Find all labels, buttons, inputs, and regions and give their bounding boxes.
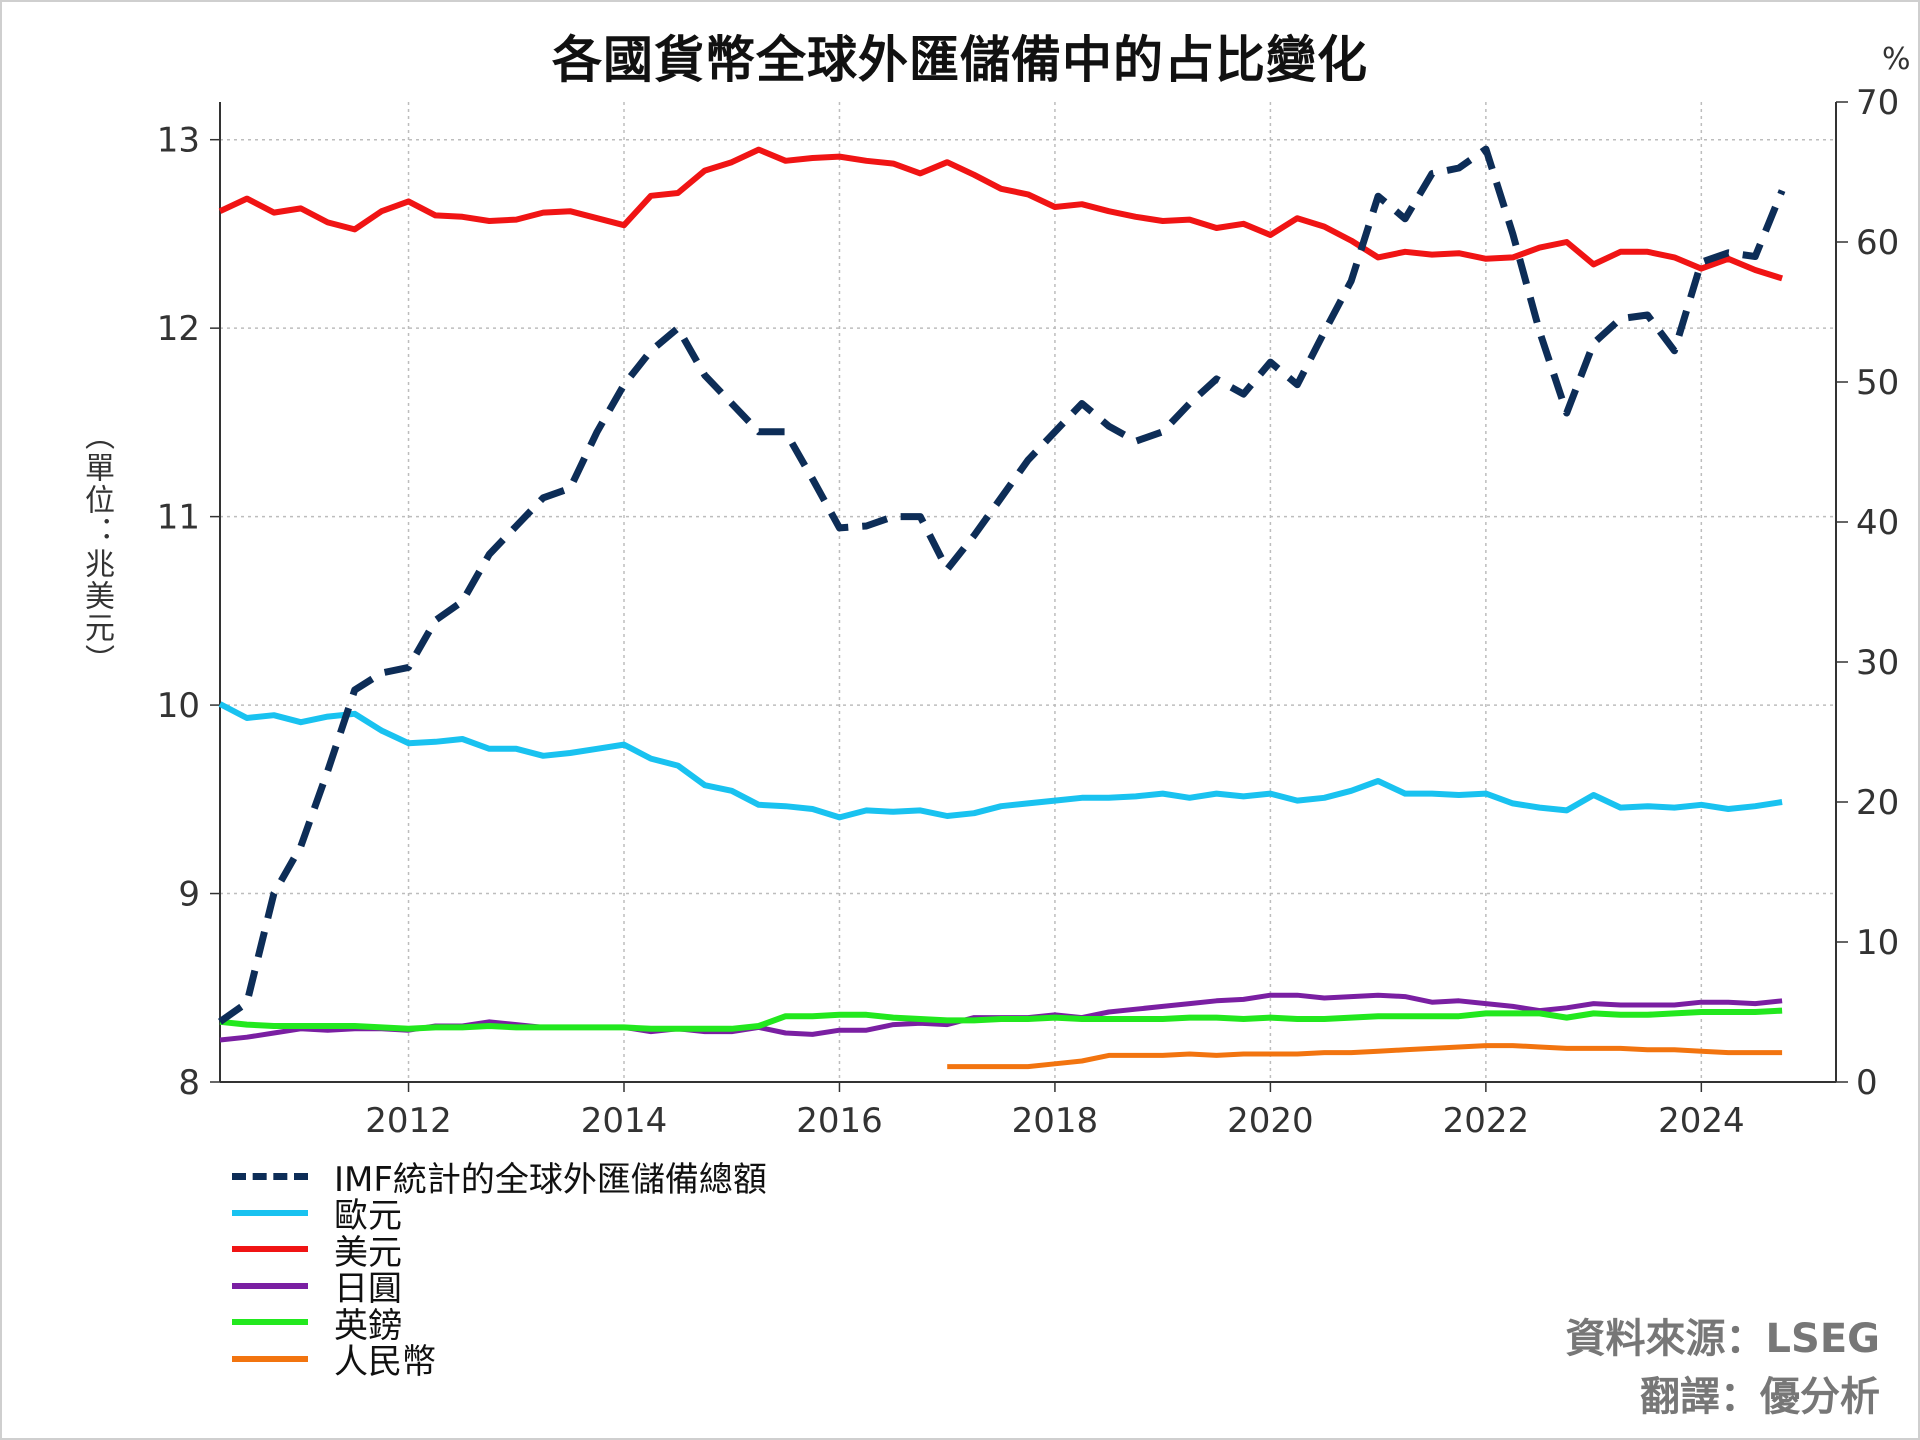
series-line-英鎊 (219, 1007, 1783, 1032)
x-tick-label: 2016 (796, 1101, 883, 1141)
legend-swatch (232, 1355, 308, 1362)
legend-label: 美元 (334, 1232, 402, 1273)
y-left-tick-label: 12 (157, 309, 200, 349)
legend-label: IMF統計的全球外匯儲備總額 (334, 1159, 767, 1200)
legend-swatch (232, 1246, 308, 1253)
x-tick-label: 2014 (581, 1101, 668, 1141)
legend-item: 歐元 (232, 1195, 767, 1236)
legend-item: 日圓 (232, 1268, 767, 1309)
left-axis-label: （單位：兆美元） (79, 420, 114, 676)
legend-label: 歐元 (334, 1196, 402, 1237)
legend-swatch (232, 1209, 308, 1216)
legend-swatch (232, 1282, 308, 1289)
x-tick-label: 2024 (1658, 1101, 1745, 1141)
legend-item: 美元 (232, 1231, 767, 1273)
right-axis-unit: % (1882, 42, 1911, 77)
legend-item: 英鎊 (232, 1304, 767, 1346)
x-tick-label: 2018 (1012, 1101, 1099, 1141)
y-right-tick-label: 30 (1856, 643, 1899, 683)
y-right-tick-label: 0 (1856, 1063, 1878, 1103)
x-tick-label: 2022 (1443, 1101, 1530, 1141)
y-right-tick-label: 40 (1856, 503, 1899, 543)
source-text: 資料來源：LSEG (1565, 1316, 1880, 1362)
legend-label: 人民幣 (334, 1342, 436, 1383)
translator-text: 翻譯：優分析 (1640, 1374, 1880, 1420)
source-note: 資料來源：LSEG 翻譯：優分析 (1566, 1310, 1880, 1426)
legend-swatch (232, 1172, 308, 1180)
gridlines (220, 102, 1836, 1083)
legend-swatch (232, 1319, 308, 1326)
legend-label: 日圓 (334, 1269, 402, 1310)
y-left-tick-label: 11 (157, 498, 200, 538)
legend-item: 人民幣 (232, 1341, 767, 1382)
axes: 2012 2014 2016 2018 2020 2022 2024 8 9 10 11 12 13 0 1… (157, 83, 1900, 1141)
legend: IMF統計的全球外匯儲備總額 歐元 美元 日圓 英鎊 人民幣 (232, 1158, 767, 1382)
legend-item: IMF統計的全球外匯儲備總額 (232, 1158, 767, 1200)
y-right-tick-label: 50 (1856, 363, 1899, 403)
y-left-tick-label: 13 (157, 121, 200, 161)
x-tick-label: 2012 (365, 1101, 452, 1141)
series-layer (217, 145, 1786, 1070)
y-right-tick-label: 70 (1856, 83, 1899, 123)
x-tick-label: 2020 (1227, 1101, 1314, 1141)
chart-title: 各國貨幣全球外匯儲備中的占比變化 (552, 31, 1368, 89)
y-left-tick-label: 8 (178, 1063, 200, 1103)
legend-label: 英鎊 (334, 1305, 402, 1346)
series-line-人民幣 (947, 1043, 1783, 1070)
y-left-tick-label: 10 (157, 686, 200, 726)
y-right-tick-label: 60 (1856, 223, 1899, 263)
series-line-IMF統計的全球外匯儲備總額 (217, 145, 1786, 1025)
series-line-美元 (218, 146, 1783, 282)
y-right-tick-label: 20 (1856, 783, 1899, 823)
series-line-歐元 (218, 701, 1783, 821)
y-right-tick-label: 10 (1856, 923, 1899, 963)
y-left-tick-label: 9 (178, 875, 200, 915)
